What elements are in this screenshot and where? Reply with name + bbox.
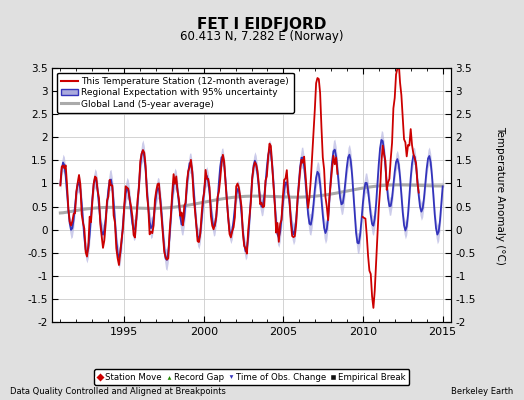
Legend: Station Move, Record Gap, Time of Obs. Change, Empirical Break: Station Move, Record Gap, Time of Obs. C…: [94, 369, 409, 385]
Text: Berkeley Earth: Berkeley Earth: [451, 387, 514, 396]
Text: FET I EIDFJORD: FET I EIDFJORD: [198, 17, 326, 32]
Text: 60.413 N, 7.282 E (Norway): 60.413 N, 7.282 E (Norway): [180, 30, 344, 42]
Y-axis label: Temperature Anomaly (°C): Temperature Anomaly (°C): [495, 126, 505, 264]
Text: Data Quality Controlled and Aligned at Breakpoints: Data Quality Controlled and Aligned at B…: [10, 387, 226, 396]
